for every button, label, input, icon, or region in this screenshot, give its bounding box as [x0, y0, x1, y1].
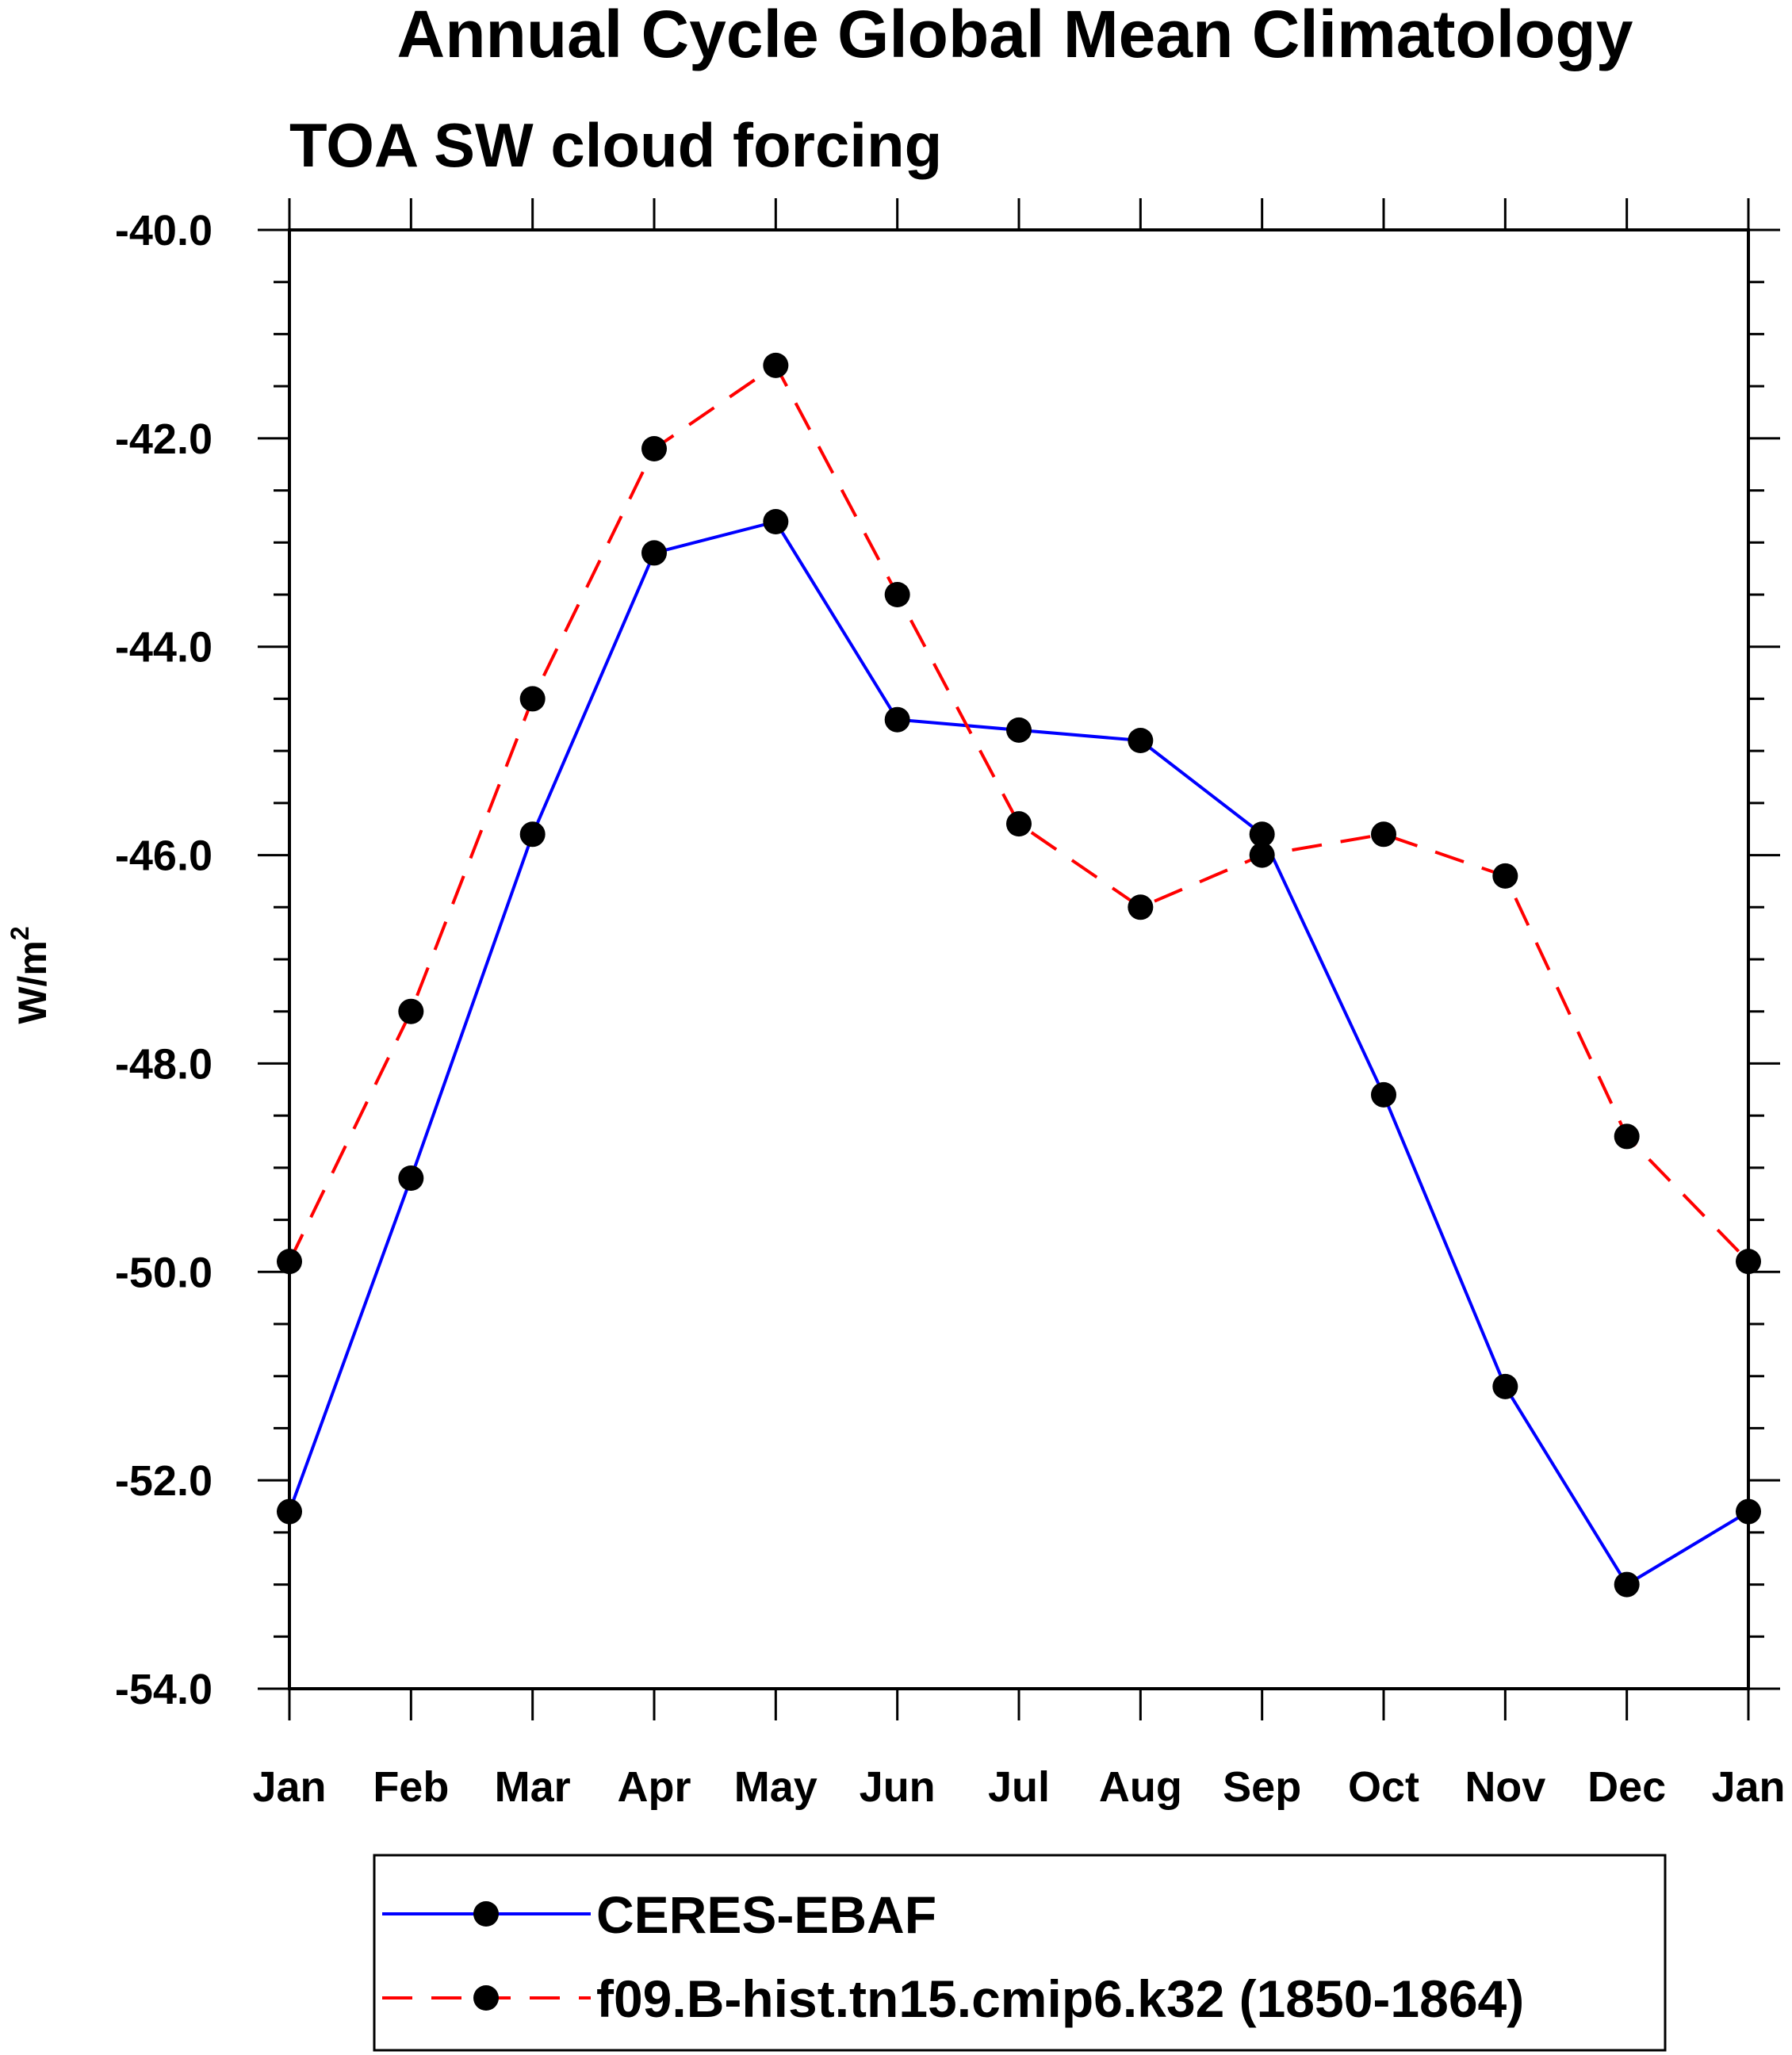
series-1-point — [1492, 863, 1518, 889]
series-1-point — [763, 352, 789, 378]
series-1-point — [1614, 1123, 1640, 1150]
series-1-point — [884, 582, 910, 607]
legend: CERES-EBAF f09.B-hist.tn15.cmip6.k32 (18… — [373, 1854, 1667, 2052]
series-lines — [288, 362, 1750, 1587]
series-0-point — [1006, 717, 1032, 743]
x-tick-label: Mar — [495, 1763, 571, 1811]
series-0-point — [1371, 1081, 1396, 1108]
y-tick-label: -46.0 — [115, 832, 213, 880]
chart-subtitle: TOA SW cloud forcing — [289, 110, 942, 180]
series-0-point — [763, 509, 789, 534]
series-0-point — [641, 540, 667, 566]
series-1-point — [1006, 811, 1032, 837]
x-tick-label: Sep — [1223, 1763, 1301, 1811]
x-tick-label: Apr — [618, 1763, 691, 1811]
legend-marker-1 — [473, 1985, 499, 2011]
legend-label-1: f09.B-hist.tn15.cmip6.k32 (1850-1864) — [596, 1969, 1524, 2028]
series-markers — [277, 352, 1761, 1598]
y-tick-label: -42.0 — [115, 415, 213, 463]
y-tick-label: -54.0 — [115, 1666, 213, 1713]
series-1-point — [641, 436, 667, 461]
axis-ticks — [258, 198, 1780, 1720]
series-1-point — [398, 998, 424, 1024]
series-1-point — [1249, 842, 1275, 868]
x-tick-label: Jul — [988, 1763, 1050, 1811]
x-tick-labels: Jan Feb Mar Apr May Jun Jul Aug Sep Oct Nov Dec Jan — [252, 1763, 1785, 1811]
x-tick-label: Oct — [1348, 1763, 1419, 1811]
legend-label-0: CERES-EBAF — [596, 1885, 936, 1944]
x-tick-label: Jan — [252, 1763, 326, 1811]
y-axis-label-text: W/m — [10, 940, 55, 1024]
y-axis-label: W/m2 — [6, 926, 55, 1024]
y-tick-label: -52.0 — [115, 1457, 213, 1505]
x-tick-label: Feb — [373, 1763, 449, 1811]
y-tick-labels: -40.0 -42.0 -44.0 -46.0 -48.0 -50.0 -52.0 -54.0 — [115, 207, 213, 1713]
series-0-point — [1128, 728, 1154, 753]
series-1-point — [1371, 821, 1396, 848]
series-0-point — [398, 1165, 424, 1191]
series-0-point — [1249, 821, 1275, 848]
x-tick-label: Jan — [1711, 1763, 1785, 1811]
series-1-point — [1128, 894, 1154, 920]
legend-marker-0 — [473, 1901, 499, 1927]
series-1-point — [519, 686, 546, 712]
y-tick-label: -40.0 — [115, 207, 213, 254]
y-tick-label: -48.0 — [115, 1040, 213, 1088]
y-tick-label: -50.0 — [115, 1249, 213, 1296]
series-0-point — [519, 821, 546, 848]
plot-frame — [288, 228, 1750, 1690]
x-tick-label: Aug — [1099, 1763, 1182, 1811]
series-0-point — [1614, 1571, 1640, 1598]
x-tick-label: May — [734, 1763, 818, 1811]
series-0-point — [884, 706, 910, 733]
x-tick-label: Nov — [1465, 1763, 1545, 1811]
x-tick-label: Jun — [860, 1763, 936, 1811]
y-axis-label-superscript: 2 — [6, 926, 34, 940]
x-tick-label: Dec — [1587, 1763, 1666, 1811]
legend-box — [373, 1854, 1667, 2052]
chart-title: Annual Cycle Global Mean Climatology — [397, 0, 1633, 71]
y-tick-label: -44.0 — [115, 624, 213, 672]
series-line-0 — [288, 519, 1750, 1587]
series-0-point — [1492, 1373, 1518, 1399]
